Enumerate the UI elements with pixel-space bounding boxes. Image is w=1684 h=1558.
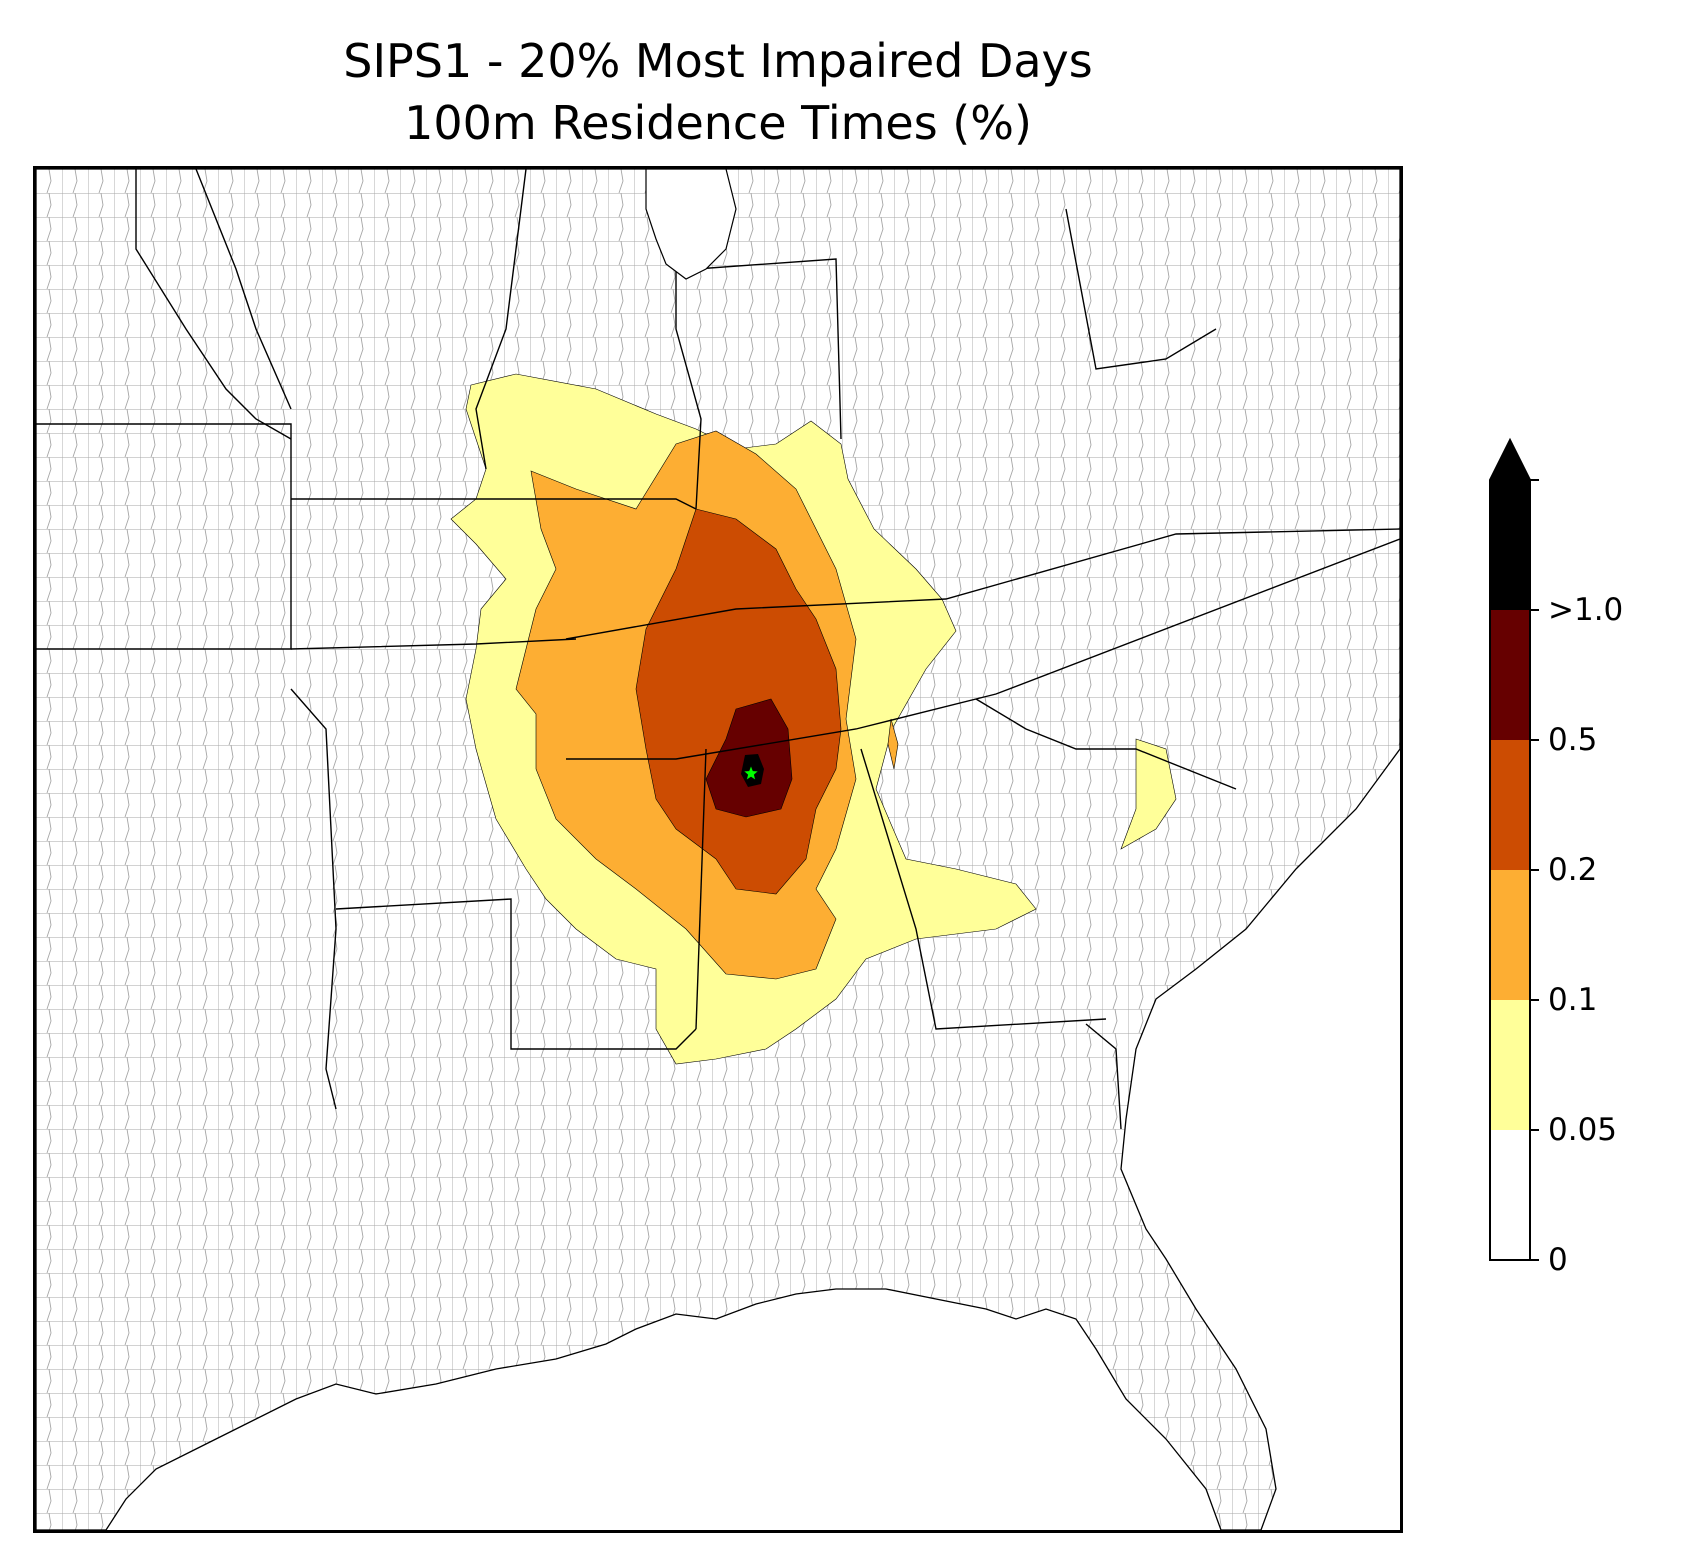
colorbar-bin	[1490, 870, 1530, 1000]
colorbar-bin	[1490, 610, 1530, 740]
residence-time-contours	[450, 373, 1177, 1065]
colorbar-tick-label: 0.5	[1548, 722, 1598, 758]
chart-title-line2: 100m Residence Times (%)	[404, 96, 1032, 150]
colorbar-tick-label: 0	[1548, 1242, 1568, 1278]
colorbar-bin	[1490, 1000, 1530, 1130]
colorbar-tick-label: >1.0	[1548, 592, 1624, 628]
state-boundaries	[36, 169, 1400, 1130]
map-canvas	[36, 169, 1400, 1530]
source-star-icon	[743, 765, 759, 781]
colorbar-tick-label: 0.05	[1548, 1112, 1618, 1148]
colorbar-bin	[1490, 440, 1530, 610]
colorbar-tick-label: 0.2	[1548, 852, 1598, 888]
colorbar-bin	[1490, 1130, 1530, 1260]
colorbar-outline	[1489, 437, 1531, 1261]
chart-title-line1: SIPS1 - 20% Most Impaired Days	[343, 34, 1093, 88]
contour-0.2-0.5	[635, 508, 842, 895]
map-panel	[33, 166, 1403, 1533]
colorbar-tick-label: 0.1	[1548, 982, 1598, 1018]
lake-michigan	[645, 169, 737, 280]
contour-0.05-0.1-small	[1120, 738, 1177, 850]
colorbar-bin	[1490, 740, 1530, 870]
colorbar-bins	[1489, 437, 1531, 1261]
contour-0.1-0.2-sliver	[887, 718, 899, 770]
colorbar-ticks	[1530, 479, 1539, 1261]
